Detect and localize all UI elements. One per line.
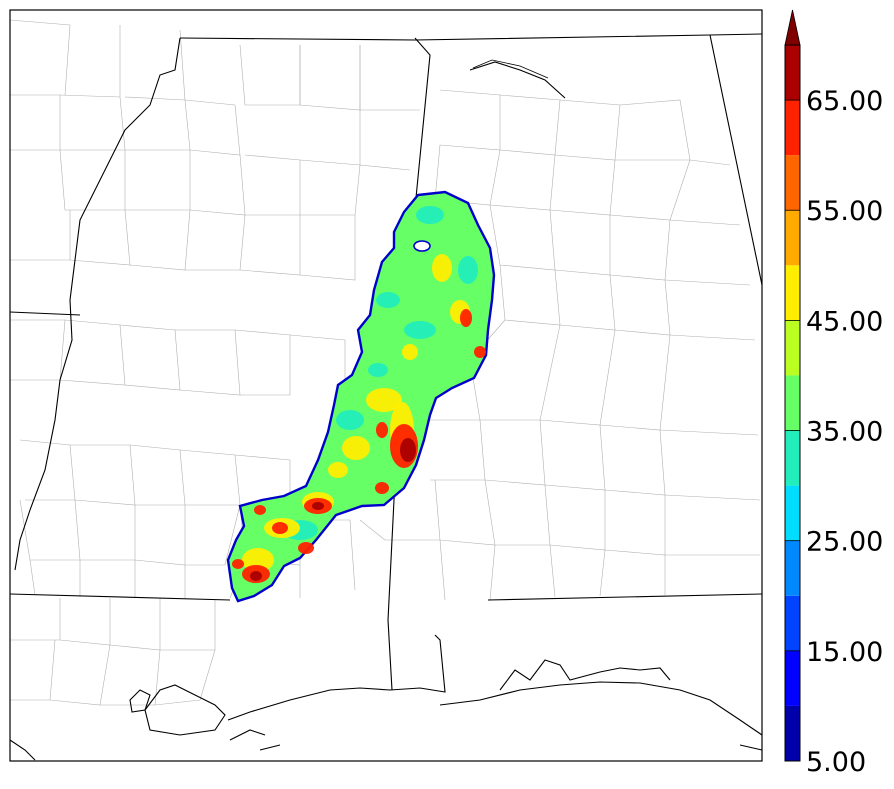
- colorbar-bin-10: [785, 155, 800, 211]
- map-border: [9, 9, 763, 762]
- reflectivity-cell: [328, 462, 348, 478]
- colorbar-bin-2: [785, 595, 800, 651]
- gulf-coastline: [9, 634, 763, 761]
- state-boundaries: [9, 33, 763, 691]
- colorbar-bin-7: [785, 320, 800, 376]
- reflectivity-field: [226, 190, 496, 603]
- colorbar-tick-label: 65.00: [806, 86, 883, 117]
- colorbar-bin-1: [785, 650, 800, 706]
- reflectivity-cell: [432, 254, 452, 282]
- reflectivity-cell: [376, 422, 388, 438]
- reflectivity-cell: [342, 436, 370, 460]
- colorbar-bin-0: [785, 705, 800, 761]
- reflectivity-cell: [404, 321, 436, 339]
- colorbar-extend-arrow: [784, 9, 801, 46]
- colorbar-bin-12: [785, 45, 800, 101]
- colorbar-bin-3: [785, 540, 800, 596]
- reflectivity-region: [226, 190, 496, 603]
- colorbar-tick-label: 35.00: [806, 417, 883, 448]
- reflectivity-cell: [366, 388, 402, 412]
- reflectivity-cell: [458, 256, 478, 284]
- reflectivity-cell: [336, 410, 364, 430]
- colorbar-tick-label: 45.00: [806, 306, 883, 337]
- reflectivity-cell: [298, 542, 314, 554]
- reflectivity-cell: [416, 206, 444, 224]
- reflectivity-cell: [272, 522, 288, 534]
- reflectivity-cell: [400, 438, 416, 462]
- reflectivity-cell: [250, 571, 262, 581]
- reflectivity-cell: [368, 363, 388, 377]
- reflectivity-gap: [413, 240, 431, 252]
- colorbar-bin-9: [785, 210, 800, 266]
- county-boundaries: [9, 19, 761, 706]
- reflectivity-cell: [474, 346, 486, 358]
- colorbar-bin-5: [785, 430, 800, 486]
- colorbar-tick-label: 15.00: [806, 637, 883, 668]
- reflectivity-cell: [402, 344, 418, 360]
- colorbar-bin-4: [785, 485, 800, 541]
- colorbar-bin-8: [785, 265, 800, 321]
- reflectivity-cell: [375, 482, 389, 494]
- colorbar-tick-label: 55.00: [806, 196, 883, 227]
- colorbar-tick-label: 25.00: [806, 527, 883, 558]
- colorbar-tick-label: 5.00: [806, 747, 866, 778]
- colorbar-bin-6: [785, 375, 800, 431]
- reflectivity-cell: [312, 502, 324, 510]
- reflectivity-cell: [232, 559, 244, 569]
- reflectivity-cell: [254, 505, 266, 515]
- reflectivity-cell: [376, 292, 400, 308]
- reflectivity-cell: [460, 309, 472, 327]
- colorbar: 5.00 15.00 25.00 35.00 45.00 55.00 65.00: [784, 9, 883, 778]
- colorbar-bin-11: [785, 100, 800, 156]
